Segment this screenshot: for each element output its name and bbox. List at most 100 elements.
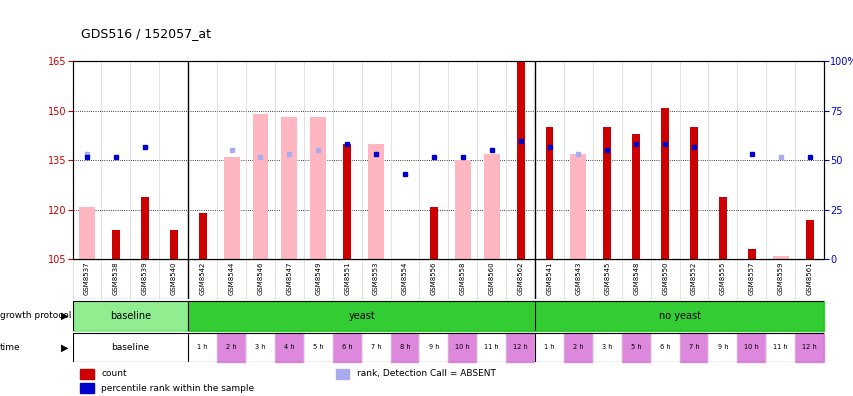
Text: GSM8556: GSM8556 xyxy=(431,261,437,295)
Text: GSM8543: GSM8543 xyxy=(575,261,581,295)
Text: GSM8562: GSM8562 xyxy=(517,261,523,295)
Bar xyxy=(429,207,438,259)
Bar xyxy=(281,118,297,259)
Text: baseline: baseline xyxy=(110,311,151,321)
Text: 11 h: 11 h xyxy=(773,345,787,350)
Text: 7 h: 7 h xyxy=(688,345,699,350)
Text: count: count xyxy=(101,369,126,378)
Text: GSM8554: GSM8554 xyxy=(402,261,408,295)
Bar xyxy=(650,333,679,362)
Text: 8 h: 8 h xyxy=(399,345,409,350)
Bar xyxy=(631,134,640,259)
Bar xyxy=(621,333,650,362)
Text: GSM8548: GSM8548 xyxy=(632,261,639,295)
Text: 3 h: 3 h xyxy=(255,345,265,350)
Text: time: time xyxy=(0,343,20,352)
Text: GSM8550: GSM8550 xyxy=(661,261,667,295)
Text: 10 h: 10 h xyxy=(744,345,758,350)
Bar xyxy=(592,333,621,362)
Text: no yeast: no yeast xyxy=(658,311,699,321)
Bar xyxy=(689,128,697,259)
Bar xyxy=(368,144,384,259)
Bar xyxy=(112,230,119,259)
Bar xyxy=(275,333,304,362)
Text: 10 h: 10 h xyxy=(455,345,470,350)
Bar xyxy=(804,220,813,259)
Bar xyxy=(794,333,823,362)
Text: ▶: ▶ xyxy=(61,311,68,321)
Text: GSM8555: GSM8555 xyxy=(719,261,725,295)
Bar xyxy=(455,160,470,259)
Bar xyxy=(570,154,586,259)
Text: GSM8561: GSM8561 xyxy=(806,261,812,295)
Bar xyxy=(188,333,217,362)
Bar xyxy=(80,383,94,393)
Bar xyxy=(419,333,448,362)
Text: percentile rank within the sample: percentile rank within the sample xyxy=(101,384,254,392)
Text: 5 h: 5 h xyxy=(312,345,323,350)
Bar xyxy=(188,301,535,331)
Bar xyxy=(772,256,788,259)
Text: GSM8553: GSM8553 xyxy=(373,261,379,295)
Text: 6 h: 6 h xyxy=(341,345,352,350)
Text: 1 h: 1 h xyxy=(197,345,207,350)
Text: 3 h: 3 h xyxy=(601,345,612,350)
Bar xyxy=(79,207,95,259)
Text: 2 h: 2 h xyxy=(572,345,583,350)
Bar xyxy=(535,333,563,362)
Text: rank, Detection Call = ABSENT: rank, Detection Call = ABSENT xyxy=(357,369,495,378)
Bar xyxy=(679,333,708,362)
Bar xyxy=(708,333,736,362)
Bar xyxy=(448,333,477,362)
Bar xyxy=(477,333,506,362)
Text: GSM8546: GSM8546 xyxy=(257,261,264,295)
Text: 5 h: 5 h xyxy=(630,345,641,350)
Text: GSM8538: GSM8538 xyxy=(113,261,119,295)
Text: growth protocol: growth protocol xyxy=(0,311,72,320)
Bar xyxy=(747,249,755,259)
Bar xyxy=(506,333,535,362)
Text: GSM8542: GSM8542 xyxy=(200,261,206,295)
Bar xyxy=(335,369,349,379)
Bar xyxy=(516,61,524,259)
Text: GSM8558: GSM8558 xyxy=(459,261,465,295)
Bar xyxy=(199,213,206,259)
Bar xyxy=(73,301,188,331)
Bar xyxy=(390,333,419,362)
Text: yeast: yeast xyxy=(348,311,374,321)
Text: GSM8560: GSM8560 xyxy=(488,261,494,295)
Text: GSM8549: GSM8549 xyxy=(315,261,321,295)
Text: baseline: baseline xyxy=(111,343,149,352)
Text: 1 h: 1 h xyxy=(543,345,554,350)
Bar xyxy=(545,128,553,259)
Text: ▶: ▶ xyxy=(61,343,68,352)
Text: 12 h: 12 h xyxy=(801,345,816,350)
Text: GSM8544: GSM8544 xyxy=(229,261,235,295)
Text: 9 h: 9 h xyxy=(717,345,728,350)
Bar xyxy=(304,333,333,362)
Text: 4 h: 4 h xyxy=(284,345,294,350)
Bar xyxy=(333,333,361,362)
Bar xyxy=(736,333,765,362)
Bar xyxy=(73,333,188,362)
Text: 7 h: 7 h xyxy=(370,345,381,350)
Bar xyxy=(718,197,726,259)
Text: 9 h: 9 h xyxy=(428,345,438,350)
Text: GSM8545: GSM8545 xyxy=(604,261,610,295)
Text: GSM8552: GSM8552 xyxy=(690,261,696,295)
Bar xyxy=(343,144,351,259)
Bar xyxy=(252,114,268,259)
Bar xyxy=(563,333,592,362)
Text: 2 h: 2 h xyxy=(226,345,236,350)
Text: GDS516 / 152057_at: GDS516 / 152057_at xyxy=(81,27,211,40)
Bar xyxy=(361,333,390,362)
Text: GSM8541: GSM8541 xyxy=(546,261,552,295)
Bar xyxy=(483,154,499,259)
Bar xyxy=(765,333,794,362)
Text: 6 h: 6 h xyxy=(659,345,670,350)
Bar xyxy=(80,369,94,379)
Bar xyxy=(246,333,275,362)
Text: GSM8551: GSM8551 xyxy=(344,261,350,295)
Bar xyxy=(141,197,148,259)
Bar xyxy=(310,118,326,259)
